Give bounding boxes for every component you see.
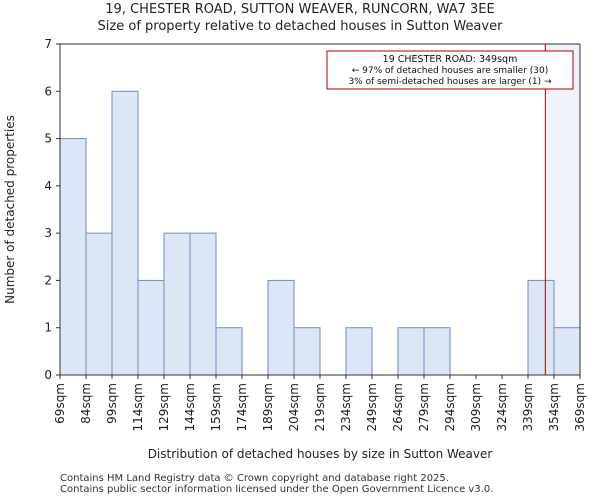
y-tick-label: 4 [44, 179, 52, 193]
x-tick-label: 354sqm [547, 383, 561, 431]
x-tick-label: 114sqm [131, 383, 145, 431]
x-tick-label: 369sqm [573, 383, 587, 431]
bar-chart: 0 1 2 3 4 5 6 7 69sqm 84sqm 99sqm 114sqm 129sqm 144sq… [3, 37, 587, 461]
annotation-line-2: 3% of semi-detached houses are larger (1… [348, 77, 552, 87]
annotation-box [326, 50, 574, 90]
annotation-title: 19 CHESTER ROAD: 349sqm [383, 54, 518, 65]
x-tick-label: 69sqm [53, 383, 67, 424]
x-tick-label: 249sqm [365, 383, 379, 431]
bar-279sqm [423, 327, 451, 376]
x-tick-label: 264sqm [391, 383, 405, 431]
x-tick-label: 234sqm [339, 383, 353, 431]
bar-69sqm [59, 138, 87, 376]
footer-line-2: Contains public sector information licen… [60, 484, 494, 495]
bar-144sqm [189, 232, 217, 376]
x-tick-label: 309sqm [469, 383, 483, 431]
y-axis-label: Number of detached properties [3, 115, 17, 304]
footer-line-1: Contains HM Land Registry data © Crown c… [60, 473, 449, 484]
x-axis-label: Distribution of detached houses by size … [148, 447, 493, 461]
x-tick-label: 129sqm [157, 383, 171, 431]
bar-264sqm [397, 327, 425, 376]
x-tick-label: 294sqm [443, 383, 457, 431]
bar-84sqm [85, 232, 113, 376]
y-tick-label: 0 [44, 368, 52, 382]
x-tick-label: 84sqm [79, 383, 93, 424]
annotation-line-1: ← 97% of detached houses are smaller (30… [352, 66, 549, 76]
y-tick-label: 1 [44, 321, 52, 335]
bar-204sqm [293, 327, 321, 376]
bar-99sqm [111, 90, 139, 376]
x-tick-label: 339sqm [521, 383, 535, 431]
bar-339sqm [527, 279, 555, 376]
bar-189sqm [267, 279, 295, 376]
x-tick-label: 144sqm [183, 383, 197, 431]
y-tick-label: 6 [44, 84, 52, 98]
x-tick-label: 99sqm [105, 383, 119, 424]
bar-354sqm [553, 327, 581, 376]
x-tick-label: 159sqm [209, 383, 223, 431]
x-tick-label: 324sqm [495, 383, 509, 431]
x-tick-label: 189sqm [261, 383, 275, 431]
bar-159sqm [215, 327, 243, 376]
y-tick-label: 3 [44, 226, 52, 240]
bar-234sqm [345, 327, 373, 376]
y-tick-label: 5 [44, 132, 52, 146]
x-tick-label: 174sqm [235, 383, 249, 431]
x-tick-label: 219sqm [313, 383, 327, 431]
bar-129sqm [163, 232, 191, 376]
y-tick-label: 7 [44, 37, 52, 51]
chart-subtitle: Size of property relative to detached ho… [97, 19, 503, 34]
chart-title: 19, CHESTER ROAD, SUTTON WEAVER, RUNCORN… [105, 2, 495, 17]
x-tick-label: 279sqm [417, 383, 431, 431]
y-tick-label: 2 [44, 273, 52, 287]
bar-114sqm [137, 279, 165, 376]
x-tick-label: 204sqm [287, 383, 301, 431]
